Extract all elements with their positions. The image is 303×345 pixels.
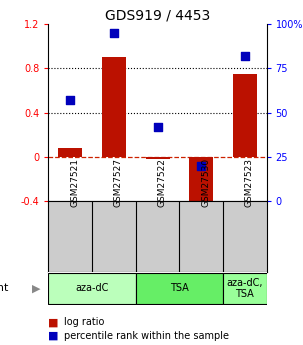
Text: GSM27527: GSM27527 — [114, 158, 123, 207]
Text: log ratio: log ratio — [64, 317, 104, 327]
Text: GSM27523: GSM27523 — [245, 158, 254, 207]
Bar — [136, 274, 223, 304]
Title: GDS919 / 4453: GDS919 / 4453 — [105, 9, 210, 23]
Bar — [48, 274, 136, 304]
Point — [68, 97, 73, 103]
Point — [242, 53, 247, 59]
Text: GSM27530: GSM27530 — [201, 158, 210, 207]
Bar — [145, 157, 170, 159]
Text: GSM27522: GSM27522 — [158, 158, 167, 207]
Text: agent: agent — [0, 284, 9, 294]
Point — [112, 30, 116, 36]
Text: aza-dC,
TSA: aza-dC, TSA — [227, 278, 263, 299]
Text: ■: ■ — [48, 317, 59, 327]
Text: GSM27521: GSM27521 — [70, 158, 79, 207]
Text: TSA: TSA — [170, 284, 189, 294]
Text: ▶: ▶ — [32, 284, 41, 294]
Bar — [223, 274, 267, 304]
Text: ■: ■ — [48, 331, 59, 341]
Bar — [189, 157, 213, 207]
Point — [155, 124, 160, 129]
Text: aza-dC: aza-dC — [75, 284, 109, 294]
Bar — [58, 148, 82, 157]
Text: percentile rank within the sample: percentile rank within the sample — [64, 331, 229, 341]
Point — [199, 163, 204, 168]
Bar — [102, 57, 126, 157]
Bar — [233, 74, 257, 157]
